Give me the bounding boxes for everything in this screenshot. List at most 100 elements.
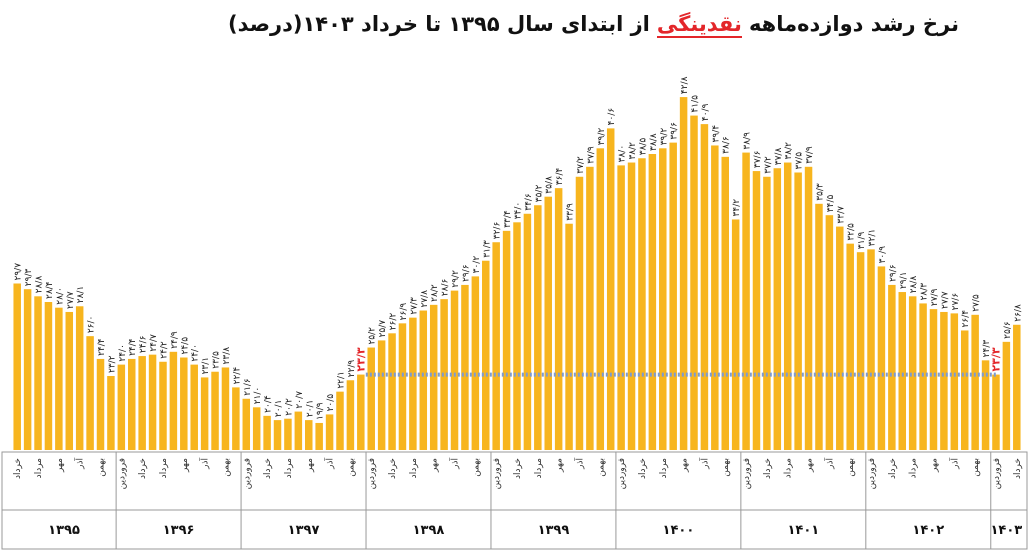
value-label: ۳۴/۶ (524, 193, 534, 211)
x-tick-label: خرداد (138, 458, 148, 479)
value-label: ۲۳/۵ (212, 351, 222, 369)
value-label: ۳۵/۳ (815, 183, 825, 201)
value-label: ۲۷/۳ (409, 297, 419, 315)
bar (482, 260, 490, 450)
value-label: ۳۹/۶ (670, 122, 680, 140)
bar (763, 176, 771, 450)
x-tick-label: فروردین (617, 458, 627, 489)
value-label: ۲۳/۳ (354, 347, 367, 371)
x-tick-label: آذر (698, 458, 710, 470)
bar (492, 242, 500, 450)
bar (898, 292, 907, 450)
value-label: ۲۶/۲ (389, 313, 399, 331)
bar (23, 289, 32, 450)
bar (325, 414, 334, 450)
x-tick-label: مرداد (284, 458, 294, 478)
x-tick-label: فروردین (742, 458, 752, 489)
bar (565, 223, 573, 450)
bar (825, 215, 834, 450)
value-label: ۳۷/۹ (805, 146, 815, 164)
value-label: ۲۰/۵ (326, 394, 336, 412)
bar (752, 171, 761, 451)
value-label: ۳۱/۹ (857, 231, 867, 249)
value-label: ۳۷/۹ (586, 146, 596, 164)
x-tick-label: خرداد (263, 458, 273, 479)
bar (34, 296, 42, 450)
bar (888, 284, 896, 450)
x-tick-label: بهمن (596, 458, 606, 477)
bar (606, 128, 615, 450)
value-label: ۲۶/۰ (87, 316, 97, 334)
bar (315, 422, 323, 450)
x-tick-label: خرداد (388, 458, 398, 479)
x-tick-label: مهر (180, 458, 190, 473)
bar (200, 377, 209, 450)
x-tick-label: مهر (305, 458, 315, 473)
value-label: ۲۶/۹ (399, 303, 409, 321)
title-after: از ابتدای سال ۱۳۹۵ تا خرداد ۱۴۰۳(درصد) (227, 12, 650, 36)
x-tick-label: خرداد (763, 458, 773, 479)
value-label: ۳۵/۲ (534, 185, 544, 203)
value-label: ۲۴/۶ (139, 335, 149, 353)
bar (783, 162, 792, 451)
bar (711, 145, 719, 450)
year-label: ۱۴۰۱ (787, 523, 819, 538)
value-label: ۳۱/۳ (482, 240, 492, 258)
value-label: ۳۷/۲ (576, 156, 586, 174)
value-label: ۲۸/۸ (35, 276, 45, 294)
value-label: ۲۷/۸ (420, 290, 430, 308)
bar (908, 296, 917, 450)
bar (409, 317, 417, 450)
value-label: ۲۵/۶ (1003, 321, 1013, 339)
value-label: ۲۹/۱ (899, 271, 909, 289)
x-tick-label: خرداد (1013, 458, 1023, 479)
value-label: ۳۹/۴ (711, 125, 721, 143)
value-label: ۳۸/۲ (784, 142, 794, 160)
bar (929, 309, 938, 450)
x-tick-label: آذر (948, 458, 960, 470)
value-label: ۳۴/۲ (732, 199, 742, 217)
year-label: ۱۳۹۸ (413, 523, 445, 538)
value-label: ۳۸/۵ (638, 138, 648, 156)
value-label: ۳۳/۷ (836, 206, 846, 224)
x-tick-label: آذر (199, 458, 211, 470)
value-label: ۴۱/۵ (691, 95, 701, 113)
bar (159, 361, 167, 450)
value-label: ۲۸/۶ (441, 278, 451, 296)
value-label: ۳۲/۵ (847, 223, 857, 241)
bar (138, 356, 146, 450)
x-tick-label: خرداد (888, 458, 898, 479)
bar (971, 314, 979, 450)
value-label: ۲۰/۱ (305, 400, 315, 418)
bar (940, 311, 948, 450)
bar (981, 360, 990, 450)
value-label: ۳۰/۲ (472, 256, 482, 274)
bar (107, 376, 115, 450)
value-label: ۳۸/۸ (649, 133, 659, 151)
bar (919, 303, 927, 450)
value-label: ۳۲/۶ (493, 222, 503, 240)
value-label: ۲۸/۱ (76, 286, 86, 304)
bar (190, 364, 198, 450)
bar (377, 340, 386, 450)
bar (388, 333, 396, 450)
value-label: ۲۲/۱ (336, 371, 346, 389)
bar (513, 222, 521, 450)
bar (679, 97, 688, 451)
bar (221, 367, 230, 450)
bar (398, 323, 407, 450)
frame (1, 451, 1028, 550)
x-tick-label: خرداد (513, 458, 523, 479)
bar (721, 156, 729, 450)
value-label: ۲۳/۳ (989, 347, 1002, 371)
bar (554, 188, 563, 450)
value-label: ۳۵/۸ (545, 176, 555, 194)
x-tick-label: آذر (823, 458, 835, 470)
bar (575, 176, 584, 450)
bar (357, 374, 365, 450)
bar (65, 311, 74, 450)
bar (252, 407, 261, 450)
value-label: ۲۸/۲ (430, 284, 440, 302)
bar (96, 358, 105, 450)
bar (461, 284, 469, 450)
